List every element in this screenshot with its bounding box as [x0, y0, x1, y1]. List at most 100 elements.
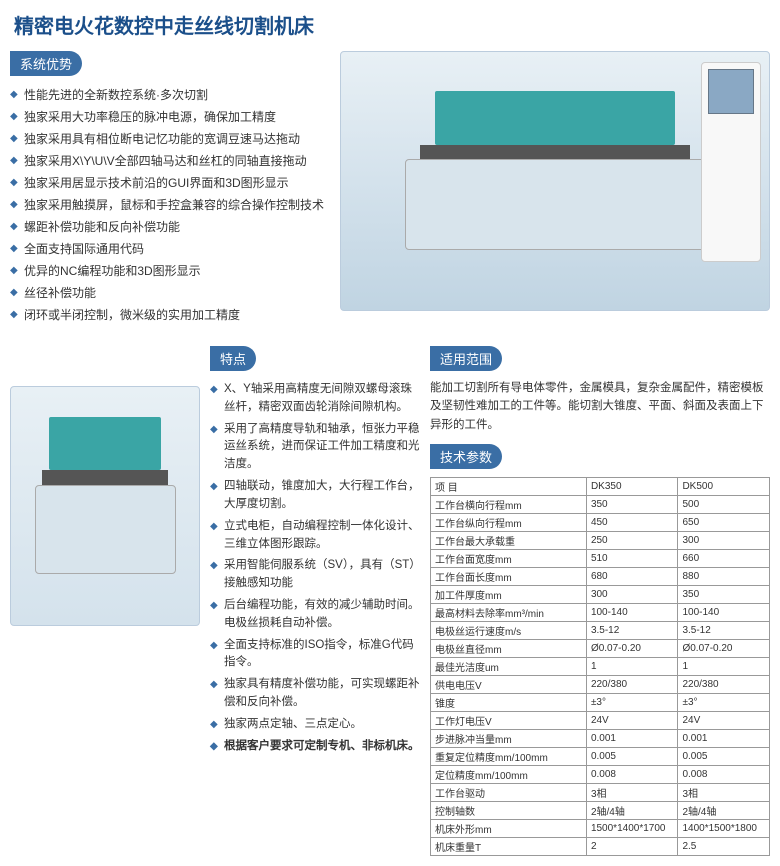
spec-cell: 650 — [678, 514, 770, 532]
feature-item: 四轴联动，锥度加大，大行程工作台，大厚度切割。 — [210, 476, 420, 516]
feature-item: 采用了高精度导轨和轴承，恒张力平稳运丝系统，进而保证工件加工精度和光洁度。 — [210, 419, 420, 476]
spec-cell: 24V — [586, 712, 678, 730]
advantage-item: 独家采用X\Y\U\V全部四轴马达和丝杠的同轴直接拖动 — [10, 150, 330, 172]
control-panel-illustration — [701, 62, 761, 262]
spec-cell: 2 — [586, 838, 678, 856]
spec-row: 步进脉冲当量mm0.0010.001 — [431, 730, 770, 748]
spec-cell: 0.001 — [586, 730, 678, 748]
spec-cell: 工作台横向行程mm — [431, 496, 587, 514]
spec-row: 电极丝运行速度m/s3.5-123.5-12 — [431, 622, 770, 640]
spec-cell: 2轴/4轴 — [678, 802, 770, 820]
feature-item: 独家两点定轴、三点定心。 — [210, 714, 420, 736]
feature-item: 立式电柜，自动编程控制一体化设计、三维立体图形跟踪。 — [210, 516, 420, 556]
advantage-item: 螺距补偿功能和反向补偿功能 — [10, 216, 330, 238]
spec-cell: 锥度 — [431, 694, 587, 712]
bottom-section: 特点 X、Y轴采用高精度无间隙双螺母滚珠丝杆，精密双面齿轮消除间隙机构。采用了高… — [10, 346, 770, 856]
advantages-header: 系统优势 — [10, 51, 82, 76]
spec-cell: 220/380 — [586, 676, 678, 694]
machine-photo-placeholder-2 — [10, 386, 200, 626]
advantage-item: 丝径补偿功能 — [10, 282, 330, 304]
feature-item: 独家具有精度补偿功能，可实现螺距补偿和反向补偿。 — [210, 674, 420, 714]
spec-cell: 供电电压V — [431, 676, 587, 694]
spec-header-cell: DK500 — [678, 478, 770, 496]
spec-row: 工作台横向行程mm350500 — [431, 496, 770, 514]
features-column: 特点 X、Y轴采用高精度无间隙双螺母滚珠丝杆，精密双面齿轮消除间隙机构。采用了高… — [210, 346, 420, 856]
advantage-item: 独家采用具有相位断电记忆功能的宽调豆速马达拖动 — [10, 128, 330, 150]
spec-cell: 加工件厚度mm — [431, 586, 587, 604]
features-header: 特点 — [210, 346, 256, 371]
spec-cell: 电极丝直径mm — [431, 640, 587, 658]
advantages-list: 性能先进的全新数控系统·多次切割独家采用大功率稳压的脉冲电源，确保加工精度独家采… — [10, 84, 330, 326]
spec-cell: 控制轴数 — [431, 802, 587, 820]
advantage-item: 独家采用居显示技术前沿的GUI界面和3D图形显示 — [10, 172, 330, 194]
spec-cell: 510 — [586, 550, 678, 568]
advantage-item: 全面支持国际通用代码 — [10, 238, 330, 260]
spec-cell: 0.008 — [586, 766, 678, 784]
spec-row: 工作台面宽度mm510660 — [431, 550, 770, 568]
advantage-item: 独家采用触摸屏，鼠标和手控盒兼容的综合操作控制技术 — [10, 194, 330, 216]
spec-row: 机床外形mm1500*1400*17001400*1500*1800 — [431, 820, 770, 838]
advantages-column: 系统优势 性能先进的全新数控系统·多次切割独家采用大功率稳压的脉冲电源，确保加工… — [10, 51, 330, 326]
top-section: 系统优势 性能先进的全新数控系统·多次切割独家采用大功率稳压的脉冲电源，确保加工… — [10, 51, 770, 326]
spec-row: 最佳光洁度um11 — [431, 658, 770, 676]
spec-cell: 350 — [678, 586, 770, 604]
spec-cell: 最佳光洁度um — [431, 658, 587, 676]
advantage-item: 独家采用大功率稳压的脉冲电源，确保加工精度 — [10, 106, 330, 128]
spec-cell: 工作台面宽度mm — [431, 550, 587, 568]
spec-cell: 工作台面长度mm — [431, 568, 587, 586]
spec-cell: 660 — [678, 550, 770, 568]
spec-cell: 300 — [678, 532, 770, 550]
spec-cell: 工作台纵向行程mm — [431, 514, 587, 532]
spec-cell: 工作灯电压V — [431, 712, 587, 730]
spec-cell: 重复定位精度mm/100mm — [431, 748, 587, 766]
spec-cell: ±3° — [586, 694, 678, 712]
feature-item: 根据客户要求可定制专机、非标机床。 — [210, 736, 420, 758]
spec-cell: 350 — [586, 496, 678, 514]
spec-row: 工作台最大承载重250300 — [431, 532, 770, 550]
feature-item: 采用智能伺服系统（SV），具有（ST）接触感知功能 — [210, 555, 420, 595]
spec-row: 电极丝直径mmØ0.07-0.20Ø0.07-0.20 — [431, 640, 770, 658]
advantage-item: 性能先进的全新数控系统·多次切割 — [10, 84, 330, 106]
spec-row: 锥度±3°±3° — [431, 694, 770, 712]
spec-cell: 100-140 — [586, 604, 678, 622]
spec-cell: 3.5-12 — [678, 622, 770, 640]
spec-cell: 最高材料去除率mm³/min — [431, 604, 587, 622]
spec-cell: 3.5-12 — [586, 622, 678, 640]
spec-row: 工作台驱动3相3相 — [431, 784, 770, 802]
spec-cell: 24V — [678, 712, 770, 730]
advantage-item: 闭环或半闭控制，微米级的实用加工精度 — [10, 304, 330, 326]
spec-cell: 250 — [586, 532, 678, 550]
spec-table: 项 目DK350DK500工作台横向行程mm350500工作台纵向行程mm450… — [430, 477, 770, 856]
spec-cell: 220/380 — [678, 676, 770, 694]
spec-cell: 1400*1500*1800 — [678, 820, 770, 838]
spec-header-cell: DK350 — [586, 478, 678, 496]
spec-cell: 机床外形mm — [431, 820, 587, 838]
spec-row: 供电电压V220/380220/380 — [431, 676, 770, 694]
feature-item: 全面支持标准的ISO指令，标准G代码指令。 — [210, 635, 420, 675]
spec-row: 控制轴数2轴/4轴2轴/4轴 — [431, 802, 770, 820]
spec-cell: 电极丝运行速度m/s — [431, 622, 587, 640]
features-list: X、Y轴采用高精度无间隙双螺母滚珠丝杆，精密双面齿轮消除间隙机构。采用了高精度导… — [210, 379, 420, 757]
spec-cell: 0.005 — [586, 748, 678, 766]
spec-cell: 1 — [586, 658, 678, 676]
scope-text: 能加工切割所有导电体零件，金属模具，复杂金属配件，精密模板及坚韧性难加工的工件等… — [430, 379, 770, 434]
spec-cell: 450 — [586, 514, 678, 532]
spec-row: 重复定位精度mm/100mm0.0050.005 — [431, 748, 770, 766]
scope-specs-column: 适用范围 能加工切割所有导电体零件，金属模具，复杂金属配件，精密模板及坚韧性难加… — [430, 346, 770, 856]
spec-row: 工作台面长度mm680880 — [431, 568, 770, 586]
spec-cell: 3相 — [586, 784, 678, 802]
spec-row: 最高材料去除率mm³/min100-140100-140 — [431, 604, 770, 622]
spec-cell: 1500*1400*1700 — [586, 820, 678, 838]
feature-item: 后台编程功能，有效的减少辅助时间。电极丝损耗自动补偿。 — [210, 595, 420, 635]
spec-cell: 0.005 — [678, 748, 770, 766]
spec-cell: 680 — [586, 568, 678, 586]
spec-cell: ±3° — [678, 694, 770, 712]
spec-row: 工作台纵向行程mm450650 — [431, 514, 770, 532]
spec-row: 机床重量T22.5 — [431, 838, 770, 856]
spec-cell: 0.008 — [678, 766, 770, 784]
spec-cell: 工作台最大承载重 — [431, 532, 587, 550]
spec-header-cell: 项 目 — [431, 478, 587, 496]
feature-item: X、Y轴采用高精度无间隙双螺母滚珠丝杆，精密双面齿轮消除间隙机构。 — [210, 379, 420, 419]
machine-image-main — [340, 51, 770, 326]
spec-cell: 1 — [678, 658, 770, 676]
